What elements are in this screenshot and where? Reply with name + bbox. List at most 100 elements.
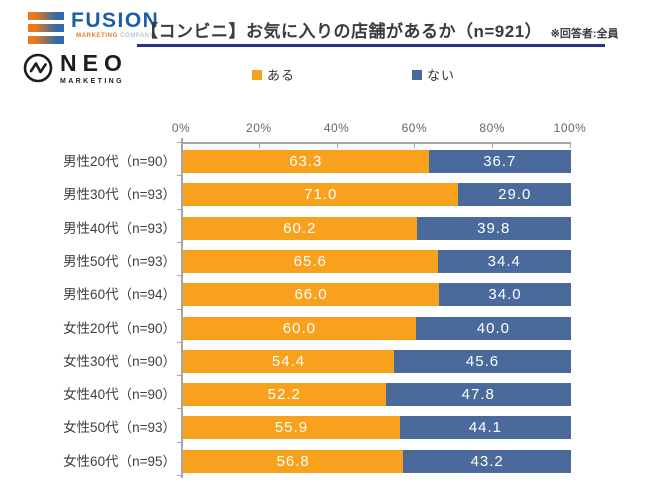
x-axis-tick-mark	[336, 144, 338, 148]
category-axis-tick-mark	[177, 308, 181, 310]
bar-value-label: 43.2	[470, 452, 504, 470]
table-row: 男性40代（n=93） 60.2 39.8	[0, 216, 650, 240]
bar-segment-ある: 63.3	[183, 150, 429, 173]
category-axis-tick-mark	[177, 441, 181, 443]
category-axis-line	[177, 138, 183, 478]
x-axis-tick-label: 100%	[553, 121, 587, 135]
category-label: 男性60代（n=94）	[63, 287, 176, 303]
table-row: 女性20代（n=90） 60.0 40.0	[0, 316, 650, 340]
neo-marketing-logo: NEO MARKETING	[22, 52, 128, 85]
bar-value-label: 40.0	[476, 319, 510, 337]
title-underline	[137, 44, 605, 47]
bar-segment-ある: 54.4	[183, 349, 395, 373]
category-axis-tick-mark	[177, 142, 181, 143]
bar-value-label: 29.0	[498, 186, 532, 204]
bar-segment-ある: 65.6	[183, 249, 438, 273]
category-axis-tick-mark	[177, 175, 181, 177]
legend-swatch-icon	[252, 69, 262, 80]
x-axis-tick-mark	[258, 144, 260, 148]
bar-value-label: 55.9	[274, 419, 309, 437]
x-axis-tick-labels: 0% 20% 40% 60% 80% 100%	[0, 121, 650, 136]
bar-value-label: 44.1	[468, 419, 503, 437]
x-axis-tick-label: 60%	[401, 121, 428, 135]
bar-segment-ある: 71.0	[183, 183, 459, 207]
bar-segment-ある: 56.8	[183, 449, 404, 473]
table-row: 男性50代（n=93） 65.6 34.4	[0, 249, 650, 273]
table-row: 女性60代（n=95） 56.8 43.2	[0, 449, 650, 473]
legend-label: ある	[267, 68, 296, 83]
bar-chart-rows: 男性20代（n=90） 63.3 36.7 男性30代（n=93） 71.0 29.0 男性…	[0, 150, 650, 490]
category-axis-tick-mark	[177, 275, 181, 277]
bar-value-label: 71.0	[304, 186, 338, 204]
fusion-logo: FUSION MARKETING COMPANY	[28, 10, 159, 44]
fusion-logo-text: FUSION	[71, 9, 160, 32]
bar-segment-ある: 60.2	[183, 216, 417, 240]
bar-segment-ない: 36.7	[428, 150, 571, 173]
bar-segment-ある: 55.9	[183, 416, 400, 440]
bar-segment-ない: 47.8	[385, 383, 571, 407]
neo-logo-subtext: MARKETING	[60, 78, 124, 85]
stacked-bar: 66.0 34.0	[183, 283, 571, 307]
category-label: 女性60代（n=95）	[63, 453, 176, 469]
category-label: 男性50代（n=93）	[63, 253, 176, 269]
stacked-bar: 55.9 44.1	[183, 416, 571, 440]
table-row: 女性50代（n=93） 55.9 44.1	[0, 416, 650, 440]
category-axis-tick-mark	[177, 341, 181, 343]
table-row: 男性30代（n=93） 71.0 29.0	[0, 183, 650, 207]
table-row: 男性20代（n=90） 63.3 36.7	[0, 150, 650, 173]
stacked-bar: 60.0 40.0	[183, 316, 571, 340]
category-label: 女性30代（n=90）	[63, 353, 176, 369]
x-axis-line	[181, 142, 571, 148]
category-axis-tick-mark	[177, 208, 181, 210]
x-axis-tick-mark	[414, 144, 416, 148]
table-row: 女性30代（n=90） 54.4 45.6	[0, 349, 650, 373]
x-axis-tick-mark	[492, 144, 494, 148]
bar-value-label: 54.4	[271, 352, 306, 370]
stacked-bar: 60.2 39.8	[183, 216, 571, 240]
table-row: 女性40代（n=90） 52.2 47.8	[0, 383, 650, 407]
bar-value-label: 45.6	[465, 352, 500, 370]
bar-value-label: 47.8	[461, 386, 495, 404]
stacked-bar: 65.6 34.4	[183, 249, 571, 273]
category-axis-tick-mark	[177, 241, 181, 243]
category-axis-tick-mark	[177, 475, 181, 476]
bar-value-label: 66.0	[294, 286, 328, 304]
bar-segment-ない: 40.0	[415, 316, 571, 340]
fusion-logo-bars-icon	[28, 12, 64, 44]
bar-segment-ない: 34.4	[437, 249, 571, 273]
bar-value-label: 36.7	[483, 153, 517, 170]
bar-value-label: 56.8	[276, 452, 310, 470]
page-title: 【コンビニ】お気に入りの店舗があるか（n=921）	[141, 22, 543, 41]
bar-value-label: 34.0	[488, 286, 522, 304]
stacked-bar: 71.0 29.0	[183, 183, 571, 207]
table-row: 男性60代（n=94） 66.0 34.0	[0, 283, 650, 307]
legend-swatch-icon	[412, 69, 422, 80]
bar-segment-ない: 39.8	[416, 216, 571, 240]
x-axis-tick-label: 40%	[323, 121, 350, 135]
bar-value-label: 65.6	[293, 252, 327, 270]
stacked-bar: 52.2 47.8	[183, 383, 571, 407]
bar-value-label: 52.2	[267, 386, 301, 404]
bar-segment-ない: 29.0	[458, 183, 571, 207]
bar-segment-ない: 34.0	[439, 283, 571, 307]
fusion-logo-subtext: MARKETING COMPANY	[76, 33, 155, 39]
category-label: 男性40代（n=93）	[63, 220, 176, 236]
x-axis-tick-label: 80%	[479, 121, 505, 135]
x-axis-tick-mark	[570, 144, 571, 148]
legend-label: ない	[427, 68, 456, 83]
bar-value-label: 34.4	[487, 252, 521, 270]
legend-item-ある: ある	[252, 65, 295, 84]
neo-logo-text: NEO	[60, 50, 128, 76]
bar-segment-ある: 66.0	[183, 283, 440, 307]
bar-value-label: 63.3	[289, 153, 323, 170]
category-label: 男性30代（n=93）	[63, 187, 176, 203]
respondent-note: ※回答者:全員	[550, 28, 619, 40]
category-label: 男性20代（n=90）	[63, 154, 176, 169]
stacked-bar: 56.8 43.2	[183, 449, 571, 473]
category-label: 女性50代（n=93）	[63, 420, 176, 436]
bar-segment-ない: 45.6	[394, 349, 571, 373]
x-axis-tick-label: 0%	[171, 121, 191, 135]
bar-segment-ない: 44.1	[399, 416, 571, 440]
chart-legend: ある ない	[0, 65, 650, 83]
